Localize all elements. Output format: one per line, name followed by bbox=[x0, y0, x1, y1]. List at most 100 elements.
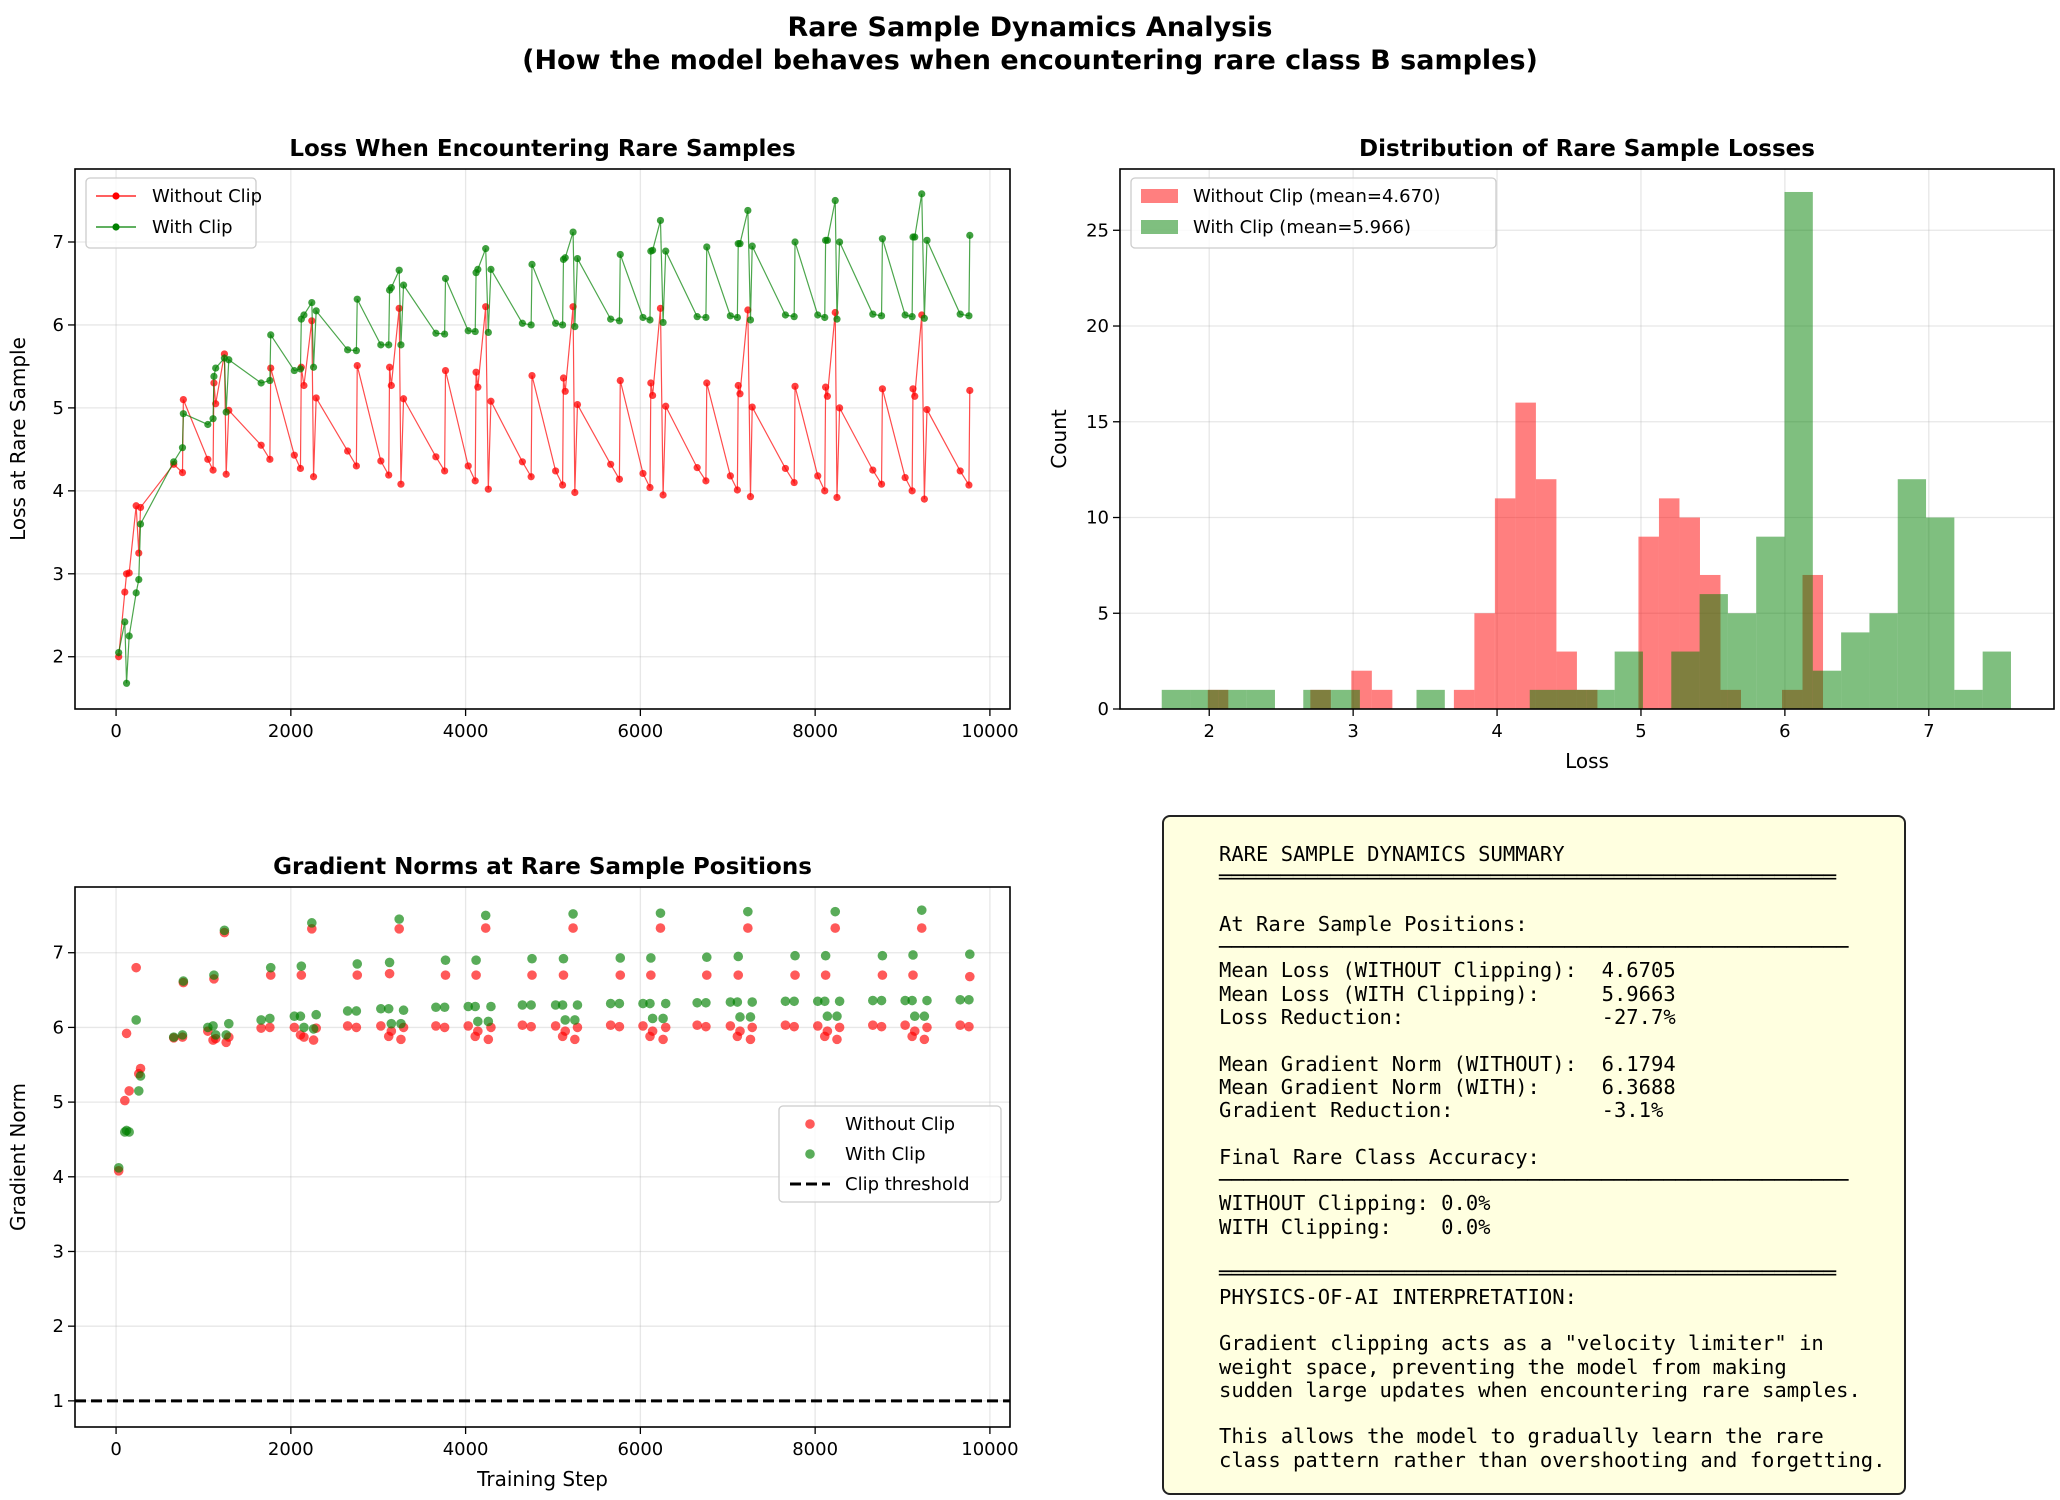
scatter-point bbox=[527, 953, 537, 964]
y-tick-label: 6 bbox=[53, 1017, 64, 1038]
scatter-point bbox=[572, 1022, 583, 1033]
scatter-point bbox=[900, 1020, 910, 1030]
scatter-point bbox=[745, 1034, 756, 1045]
data-point bbox=[821, 313, 829, 322]
legend-label: Clip threshold bbox=[845, 1174, 970, 1195]
data-point bbox=[956, 467, 964, 475]
summary-lines: RARE SAMPLE DYNAMICS SUMMARY ════════════… bbox=[1219, 842, 1885, 1472]
data-point bbox=[909, 385, 917, 393]
data-point bbox=[736, 240, 744, 248]
data-point bbox=[225, 356, 233, 364]
scatter-point bbox=[308, 1024, 319, 1034]
data-point bbox=[901, 311, 909, 319]
data-point bbox=[746, 316, 755, 324]
data-point bbox=[385, 471, 393, 479]
histogram-bar bbox=[1897, 479, 1927, 709]
x-tick-label: 5 bbox=[1635, 721, 1646, 742]
x-tick-label: 8000 bbox=[792, 721, 838, 742]
summary-line: Gradient Reduction: -3.1% bbox=[1219, 1098, 1664, 1123]
data-point bbox=[615, 475, 623, 483]
scatter-point bbox=[655, 923, 666, 933]
data-point bbox=[734, 381, 742, 390]
data-point bbox=[352, 347, 360, 355]
x-tick-label: 6 bbox=[1779, 721, 1790, 742]
data-point bbox=[649, 391, 657, 400]
legend-label: With Clip bbox=[152, 217, 233, 238]
scatter-point bbox=[909, 1011, 920, 1022]
scatter-point bbox=[615, 970, 626, 980]
scatter-point bbox=[560, 1026, 571, 1036]
figure-title-line1: Rare Sample Dynamics Analysis bbox=[787, 12, 1272, 43]
scatter-point bbox=[638, 998, 648, 1009]
scatter-point bbox=[431, 1021, 441, 1031]
scatter-point bbox=[480, 910, 491, 921]
scatter-point bbox=[384, 968, 395, 979]
loss-histogram: 2 3 4 5 6 7 0 5 10 15 20 25 Distribution of Rare Sam… bbox=[1047, 136, 2055, 773]
data-point bbox=[791, 238, 799, 246]
summary-line: ────────────────────────────────────────… bbox=[1219, 1168, 1849, 1193]
data-point bbox=[877, 480, 886, 488]
histogram-bar bbox=[1331, 689, 1360, 709]
scatter-point bbox=[900, 995, 910, 1006]
data-point bbox=[484, 485, 492, 493]
scatter-point bbox=[311, 1009, 321, 1020]
data-point bbox=[209, 415, 217, 423]
data-point bbox=[923, 405, 931, 414]
scatter-point bbox=[692, 997, 702, 1008]
data-point bbox=[179, 395, 187, 404]
data-point bbox=[558, 321, 567, 329]
scatter-point bbox=[830, 906, 841, 917]
data-point bbox=[377, 457, 385, 465]
y-tick-label: 4 bbox=[53, 1167, 64, 1188]
data-point bbox=[399, 281, 408, 289]
data-point bbox=[559, 374, 568, 382]
scatter-point bbox=[965, 949, 975, 960]
gradient-norm-scatter: 0 2000 4000 6000 8000 10000 1 2 3 4 5 6 7 Gradient No… bbox=[6, 854, 1019, 1491]
scatter-point bbox=[431, 1002, 441, 1013]
data-point bbox=[607, 315, 615, 323]
x-tick-label: 6000 bbox=[617, 1439, 663, 1460]
scatter-point bbox=[922, 995, 932, 1006]
scatter-point bbox=[386, 1026, 397, 1036]
data-point bbox=[561, 387, 569, 395]
scatter-point bbox=[558, 953, 569, 964]
data-point bbox=[267, 331, 275, 339]
scatter-point bbox=[908, 950, 918, 960]
data-point bbox=[733, 313, 741, 322]
data-point bbox=[482, 245, 490, 253]
scatter-point bbox=[133, 1086, 144, 1096]
summary-line: At Rare Sample Positions: bbox=[1219, 911, 1528, 936]
data-point bbox=[659, 318, 667, 327]
data-point bbox=[352, 462, 360, 470]
summary-line: This allows the model to gradually learn… bbox=[1219, 1424, 1824, 1449]
data-point bbox=[616, 376, 624, 385]
legend-marker bbox=[805, 1149, 815, 1159]
scatter-point bbox=[922, 1022, 932, 1033]
data-point bbox=[733, 486, 741, 494]
scatter-point bbox=[168, 1032, 179, 1042]
axes-frame bbox=[74, 886, 1011, 1428]
data-point bbox=[178, 468, 187, 477]
scatter-point bbox=[638, 1021, 648, 1031]
scatter-point bbox=[955, 1020, 965, 1030]
data-point bbox=[831, 196, 839, 205]
scatter-point bbox=[789, 1021, 799, 1032]
summary-line bbox=[1219, 1239, 1885, 1262]
data-point bbox=[122, 679, 131, 687]
data-point bbox=[821, 487, 829, 495]
scatter-point bbox=[832, 1011, 842, 1022]
scatter-point bbox=[527, 970, 537, 980]
scatter-point bbox=[605, 998, 616, 1009]
data-point bbox=[290, 366, 298, 375]
y-axis-label: Gradient Norm bbox=[6, 1083, 30, 1231]
x-tick-label: 2 bbox=[1204, 721, 1215, 742]
data-point bbox=[561, 254, 569, 262]
scatter-point bbox=[342, 1006, 353, 1016]
data-point bbox=[920, 495, 928, 503]
x-tick-label: 4000 bbox=[443, 1439, 489, 1460]
scatter-point bbox=[265, 1013, 275, 1024]
scatter-point bbox=[820, 950, 831, 961]
data-point bbox=[918, 190, 926, 198]
data-point bbox=[300, 381, 308, 390]
